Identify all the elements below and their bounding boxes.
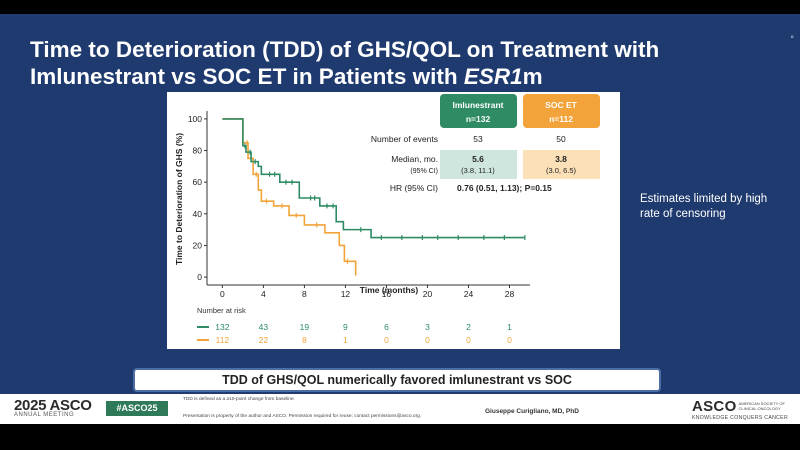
meeting-name: ASCO <box>49 397 92 414</box>
table-header-soc-n: n=112 <box>549 114 573 124</box>
top-letterbox <box>0 0 800 14</box>
title-gene-italic: ESR1 <box>463 64 523 89</box>
title-line-2-suffix: m <box>522 64 543 89</box>
risk-count-soc-et: 22 <box>259 335 269 345</box>
risk-count-soc-et: 0 <box>384 335 389 345</box>
footnote: TDD is defined as a ≥10-point change fro… <box>183 397 295 402</box>
y-tick-label: 60 <box>193 177 203 187</box>
table-median-imlunestrant: 5.6 <box>472 154 484 164</box>
risk-count-imlunestrant: 9 <box>343 322 348 332</box>
table-header-imlunestrant-bg <box>440 94 517 128</box>
table-median-imlunestrant-bg <box>440 150 517 179</box>
risk-count-imlunestrant: 2 <box>466 322 471 332</box>
x-tick-label: 0 <box>220 289 225 299</box>
risk-table-title: Number at risk <box>197 306 246 315</box>
km-curves <box>222 118 526 276</box>
title-line-1: Time to Deterioration (TDD) of GHS/QOL o… <box>30 37 660 62</box>
table-ci-label: (95% CI) <box>410 168 438 175</box>
risk-count-imlunestrant: 6 <box>384 322 389 332</box>
table-median-soc: 3.8 <box>555 154 567 164</box>
km-chart: Imlunestrant n=132 SOC ET n=112 Number o… <box>174 94 600 345</box>
risk-table: 132 43 19 9 6 3 2 1 112 22 8 1 0 0 0 0 <box>197 322 512 345</box>
x-tick-label: 28 <box>505 289 515 299</box>
society-text: AMERICAN SOCIETY OF CLINICAL ONCOLOGY <box>738 401 785 411</box>
presenter-name: Giuseppe Curigliano, MD, PhD <box>485 408 579 415</box>
society-tagline: KNOWLEDGE CONQUERS CANCER <box>692 415 788 421</box>
risk-count-soc-et: 0 <box>425 335 430 345</box>
y-tick-label: 100 <box>188 114 202 124</box>
risk-count-soc-et: 0 <box>466 335 471 345</box>
x-tick-label: 12 <box>341 289 351 299</box>
table-header-soc-bg <box>523 94 600 128</box>
table-events-label: Number of events <box>371 134 438 144</box>
table-median-soc-bg <box>523 150 600 179</box>
table-ci-imlunestrant: (3.8, 11.1) <box>461 166 495 175</box>
title-line-2: Imlunestrant vs SOC ET in Patients with … <box>30 63 790 90</box>
table-events-imlunestrant: 53 <box>473 134 483 144</box>
risk-count-soc-et: 0 <box>507 335 512 345</box>
risk-count-imlunestrant: 19 <box>300 322 310 332</box>
asco-society-logo: ASCO AMERICAN SOCIETY OF CLINICAL ONCOLOG… <box>692 398 789 421</box>
y-tick-label: 80 <box>193 146 203 156</box>
meeting-year: 2025 <box>14 397 47 414</box>
table-header-imlunestrant-n: n=132 <box>466 114 491 124</box>
table-header-soc: SOC ET <box>545 100 577 110</box>
y-tick-label: 20 <box>193 240 203 250</box>
y-axis-label: Time to Deterioration of GHS (%) <box>174 133 184 265</box>
asco-logo-text: ASCO <box>692 398 737 415</box>
x-tick-label: 24 <box>464 289 474 299</box>
footer: 2025 ASCO ANNUAL MEETING #ASCO25 TDD is … <box>0 394 800 424</box>
table-hr-label: HR (95% CI) <box>390 183 438 193</box>
table-header-imlunestrant: Imlunestrant <box>452 100 503 110</box>
km-panel: Imlunestrant n=132 SOC ET n=112 Number o… <box>167 92 620 349</box>
table-hr-value: 0.76 (0.51, 1.13); P=0.15 <box>457 183 552 193</box>
y-tick-label: 40 <box>193 209 203 219</box>
meeting-sub: ANNUAL MEETING <box>14 412 75 418</box>
km-curve-soc-et <box>222 118 357 276</box>
x-tick-label: 4 <box>261 289 266 299</box>
conclusion-banner: TDD of GHS/QOL numerically favored imlun… <box>133 368 661 392</box>
slide-corner-mark: ° <box>790 34 794 44</box>
hashtag-badge: #ASCO25 <box>106 401 168 416</box>
km-curve-imlunestrant <box>222 118 525 239</box>
x-tick-label: 8 <box>302 289 307 299</box>
table-events-soc: 50 <box>556 134 566 144</box>
km-axes: 0 20 40 60 80 100 0 4 8 12 16 20 24 28 <box>188 111 530 299</box>
y-tick-label: 0 <box>197 272 202 282</box>
risk-count-imlunestrant: 1 <box>507 322 512 332</box>
bottom-letterbox <box>0 424 800 450</box>
table-median-label: Median, mo. <box>391 154 438 164</box>
risk-count-imlunestrant: 132 <box>215 322 229 332</box>
slide-title: Time to Deterioration (TDD) of GHS/QOL o… <box>30 36 790 90</box>
x-axis-label: Time (months) <box>360 285 419 295</box>
asco-meeting-logo: 2025 ASCO ANNUAL MEETING <box>14 397 92 418</box>
table-ci-soc: (3.0, 6.5) <box>546 166 577 175</box>
risk-count-soc-et: 112 <box>216 335 230 345</box>
x-tick-label: 20 <box>423 289 433 299</box>
risk-count-soc-et: 8 <box>302 335 307 345</box>
risk-count-imlunestrant: 3 <box>425 322 430 332</box>
title-line-2-text: Imlunestrant vs SOC ET in Patients with <box>30 64 464 89</box>
risk-count-soc-et: 1 <box>343 335 348 345</box>
disclaimer: Presentation is property of the author a… <box>183 414 422 419</box>
risk-count-imlunestrant: 43 <box>259 322 269 332</box>
x-tick-label: 16 <box>382 289 392 299</box>
side-note: Estimates limited by high rate of censor… <box>640 193 768 220</box>
